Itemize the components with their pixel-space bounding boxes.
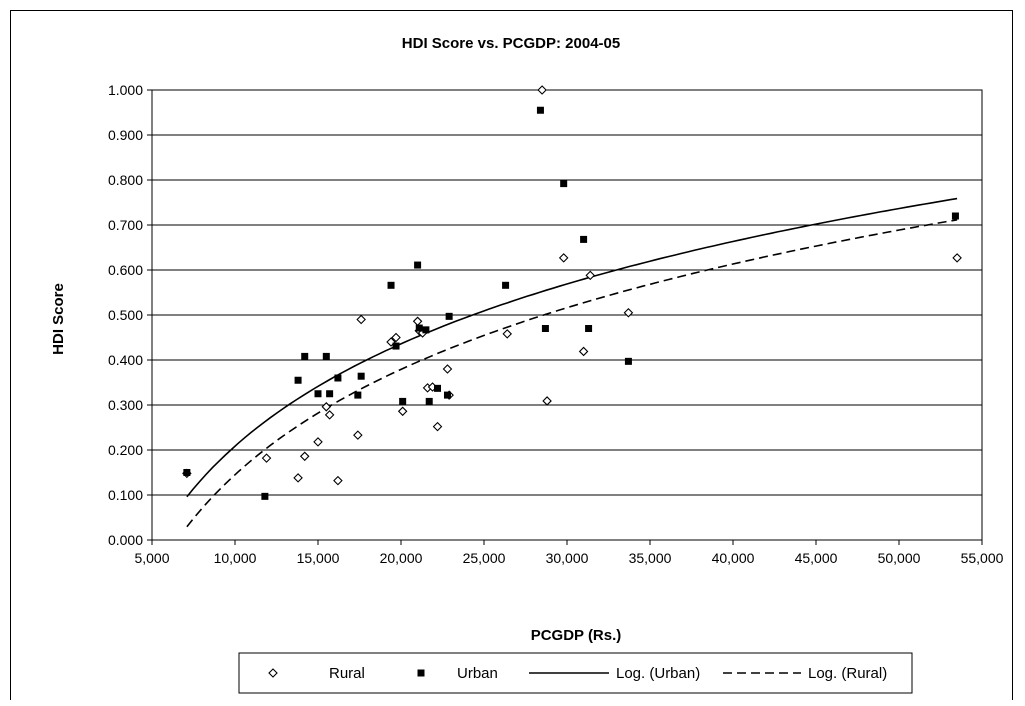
x-tick-label: 30,000 (546, 550, 589, 566)
rural-point (321, 402, 332, 412)
urban-point (951, 212, 959, 220)
x-tick-label: 10,000 (214, 550, 257, 566)
x-axis-label: PCGDP (Rs.) (531, 627, 622, 644)
rural-point (293, 473, 303, 483)
chart-canvas: HDI Score vs. PCGDP: 2004-05 5,000 10,000… (50, 35, 1004, 694)
x-tick-label: 5,000 (134, 550, 169, 566)
legend-label: Rural (329, 665, 365, 682)
y-tick-label: 0.600 (108, 262, 143, 278)
legend-label: Urban (457, 665, 498, 682)
rural-point (356, 314, 366, 325)
y-tick-label: 0.100 (108, 487, 143, 503)
urban-point (624, 357, 632, 365)
rural-point (585, 270, 596, 281)
x-tick-label: 25,000 (463, 550, 506, 566)
rural-point (299, 451, 310, 462)
y-tick-label: 0.300 (108, 397, 143, 413)
rural-point (537, 85, 547, 95)
urban-point (443, 391, 451, 399)
rural-point (952, 253, 962, 263)
legend-symbol-square (417, 669, 425, 677)
y-axis-label: HDI Score (50, 283, 67, 355)
urban-point (399, 397, 407, 405)
y-tick-label: 0.400 (108, 352, 143, 368)
x-tick-label: 45,000 (795, 550, 838, 566)
x-tick-label: 35,000 (629, 550, 672, 566)
y-tick-label: 1.000 (108, 82, 143, 98)
chart-title: HDI Score vs. PCGDP: 2004-05 (402, 35, 620, 52)
urban-point (294, 376, 302, 384)
x-axis-ticks: 5,000 10,000 15,000 20,000 25,000 30,000 35,00… (134, 540, 1004, 566)
rural-point (353, 430, 363, 440)
urban-point (326, 390, 334, 398)
rural-point (324, 410, 335, 420)
series-rural (182, 85, 962, 486)
y-tick-label: 0.900 (108, 127, 143, 143)
urban-point (301, 352, 309, 360)
legend-label: Log. (Rural) (808, 665, 887, 682)
urban-point (422, 326, 430, 334)
data-points (182, 85, 962, 500)
rural-point (313, 437, 323, 447)
y-axis-ticks: 0.000 0.100 0.200 0.300 0.400 0.500 0.600 0.700… (108, 82, 152, 548)
urban-point (314, 390, 322, 398)
rural-point (623, 307, 634, 318)
rural-point (578, 346, 589, 357)
urban-point (261, 492, 269, 500)
legend-item-urban: Urban (417, 665, 498, 682)
x-tick-label: 20,000 (380, 550, 423, 566)
y-tick-label: 0.800 (108, 172, 143, 188)
rural-point (412, 316, 423, 327)
rural-point (542, 396, 552, 406)
urban-point (183, 469, 191, 476)
legend-symbol-diamond (268, 668, 278, 678)
rural-point (397, 406, 408, 417)
x-tick-label: 50,000 (878, 550, 921, 566)
legend-item-log-rural: Log. (Rural) (723, 665, 887, 682)
chart-frame: HDI Score vs. PCGDP: 2004-05 5,000 10,000… (10, 10, 1013, 700)
urban-point (541, 325, 549, 332)
y-tick-label: 0.700 (108, 217, 143, 233)
rural-point (261, 453, 272, 463)
rural-point (442, 364, 453, 374)
urban-point (392, 342, 400, 350)
urban-point (354, 391, 362, 399)
trendline-log-rural (186, 219, 958, 528)
rural-point (432, 421, 443, 432)
x-tick-label: 55,000 (961, 550, 1004, 566)
urban-point (425, 397, 433, 405)
rural-point (502, 329, 513, 339)
urban-point (580, 235, 588, 243)
urban-point (387, 281, 395, 289)
rural-point (333, 475, 343, 486)
legend: Rural Urban Log. (Urban) Log. (Rural) (238, 652, 913, 694)
urban-point (322, 352, 330, 360)
urban-point (560, 180, 568, 188)
grid-lines (152, 89, 982, 496)
legend-item-log-urban: Log. (Urban) (529, 665, 700, 682)
rural-point (558, 253, 569, 263)
urban-point (357, 372, 365, 380)
y-tick-label: 0.000 (108, 532, 143, 548)
urban-point (502, 281, 510, 289)
urban-point (415, 324, 423, 332)
y-tick-label: 0.200 (108, 442, 143, 458)
series-urban (183, 106, 959, 500)
urban-point (334, 374, 342, 382)
urban-point (585, 325, 593, 332)
legend-item-rural: Rural (268, 665, 365, 682)
trendlines (186, 197, 958, 528)
urban-point (414, 261, 422, 269)
x-tick-label: 15,000 (297, 550, 340, 566)
legend-label: Log. (Urban) (616, 665, 700, 682)
urban-point (434, 384, 442, 392)
urban-point (536, 106, 544, 114)
trendline-log-urban (186, 197, 958, 498)
rural-point (391, 332, 401, 343)
urban-point (445, 312, 453, 320)
x-tick-label: 40,000 (712, 550, 755, 566)
y-tick-label: 0.500 (108, 307, 143, 323)
